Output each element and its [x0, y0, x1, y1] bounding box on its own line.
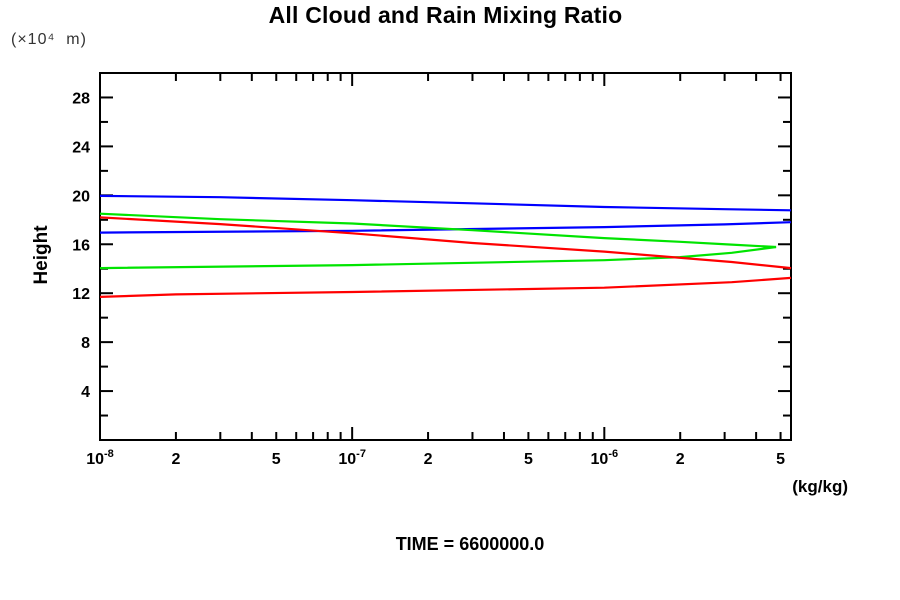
y-tick-label: 12 [72, 286, 90, 303]
x-tick-label: 2 [171, 451, 180, 468]
chart-title: All Cloud and Rain Mixing Ratio [268, 2, 623, 28]
x-axis-unit-label: (kg/kg) [792, 477, 848, 496]
y-tick-label: 20 [72, 188, 90, 205]
series-line-green-upper [99, 212, 777, 249]
x-tick-label: 5 [524, 451, 533, 468]
series-line-green-lower [99, 245, 777, 270]
series-line-blue-upper [99, 194, 792, 212]
x-tick-label: 10-8 [86, 448, 114, 468]
x-tick-label: 5 [272, 451, 281, 468]
series-line-blue-lower [99, 221, 792, 234]
y-tick-label: 28 [72, 90, 90, 107]
y-tick-label: 8 [81, 335, 90, 352]
time-annotation: TIME = 6600000.0 [395, 534, 545, 554]
x-tick-label: 5 [776, 451, 785, 468]
x-tick-label: 2 [424, 451, 433, 468]
series-line-red-upper [99, 216, 792, 270]
plot-frame [99, 72, 792, 441]
y-tick-label: 24 [72, 139, 90, 156]
x-tick-label: 2 [676, 451, 685, 468]
y-tick-label: 16 [72, 237, 90, 254]
y-tick-label: 4 [81, 384, 90, 401]
x-tick-label: 10-7 [338, 448, 366, 468]
y-axis-unit-label: (×10⁴ m) [11, 31, 87, 48]
x-tick-label: 10-6 [591, 448, 619, 468]
series-line-red-lower [99, 276, 792, 298]
